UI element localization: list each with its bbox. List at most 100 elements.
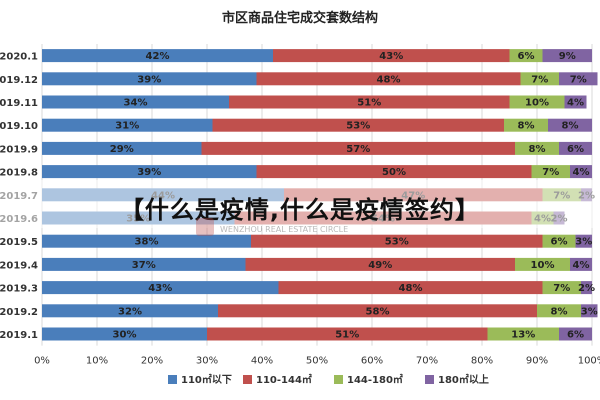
bar-segment: [509, 49, 543, 63]
x-tick-label: 40%: [251, 356, 273, 367]
bar-segment: [559, 72, 598, 86]
data-label: 7%: [570, 74, 587, 85]
legend-swatch: [425, 375, 434, 384]
x-tick-label: 60%: [361, 356, 383, 367]
category-label: 2020.1: [0, 52, 38, 63]
data-label: 38%: [135, 237, 159, 248]
data-label: 10%: [525, 98, 549, 109]
category-label: 2019.12: [0, 75, 38, 86]
data-label: 57%: [346, 144, 370, 155]
data-label: 37%: [132, 260, 156, 271]
bar-segment: [542, 49, 592, 63]
x-tick-label: 30%: [196, 356, 218, 367]
x-tick-labels: 0% 10% 20% 30% 40% 50% 60% 70% 80% 90% 100%: [34, 356, 600, 367]
bar-segment: [256, 165, 532, 179]
category-label: 2019.1: [0, 330, 38, 341]
data-label: 58%: [366, 306, 390, 317]
bar-segment: [520, 72, 559, 86]
data-label: 6%: [551, 237, 568, 248]
bar-segment: [559, 327, 592, 341]
data-label: 8%: [518, 121, 535, 132]
bar-segment: [251, 234, 543, 248]
data-label: 42%: [146, 51, 170, 62]
bar-segment: [570, 165, 592, 179]
legend-entry: 110㎡以下: [181, 373, 232, 386]
data-label: 39%: [137, 167, 161, 178]
legend-entry: 180㎡以上: [438, 373, 489, 386]
overlay-banner-text: 【什么是疫情,什么是疫情签约】: [119, 196, 481, 224]
bar-segment: [570, 257, 592, 271]
legend-entry: 110-144㎡: [256, 373, 312, 386]
bar-segment: [42, 327, 207, 341]
data-label: 8%: [551, 306, 568, 317]
data-label: 4%: [573, 260, 590, 271]
legend: 110㎡以下 110-144㎡ 144-180㎡ 180㎡以上: [168, 373, 489, 386]
data-label: 7%: [542, 167, 559, 178]
data-label: 31%: [115, 121, 139, 132]
data-label: 48%: [377, 74, 401, 85]
x-tick-label: 100%: [578, 356, 600, 367]
bar-segment: [42, 118, 213, 132]
category-label: 2019.3: [0, 284, 38, 295]
category-label: 2019.5: [0, 237, 38, 248]
bar-segment: [273, 49, 510, 63]
bar-segment: [42, 95, 229, 109]
bar-segment: [559, 141, 592, 155]
legend-swatch: [168, 375, 177, 384]
bar-segment: [42, 304, 218, 318]
data-label: 4%: [567, 98, 584, 109]
legend-swatch: [243, 375, 252, 384]
bar-segment: [542, 234, 576, 248]
bar-segment: [212, 118, 504, 132]
data-label: 53%: [346, 121, 370, 132]
bar-segment: [581, 304, 598, 318]
data-label: 53%: [385, 237, 409, 248]
data-label: 34%: [124, 98, 148, 109]
x-tick-label: 50%: [306, 356, 328, 367]
x-tick-label: 70%: [416, 356, 438, 367]
data-label: 32%: [118, 306, 142, 317]
data-label: 48%: [399, 283, 423, 294]
data-label: 4%: [573, 167, 590, 178]
data-label: 39%: [137, 74, 161, 85]
legend-swatch: [334, 375, 343, 384]
data-label: 13%: [511, 330, 535, 341]
data-label: 30%: [113, 330, 137, 341]
x-tick-label: 0%: [34, 356, 50, 367]
data-label: 51%: [335, 330, 359, 341]
data-label: 3%: [581, 306, 598, 317]
bar-segment: [42, 72, 257, 86]
category-label: 2019.8: [0, 168, 38, 179]
bar-segment: [542, 281, 581, 295]
bar-segment: [245, 257, 515, 271]
bar-segment: [207, 327, 488, 341]
legend-entry: 144-180㎡: [347, 373, 403, 386]
data-label: 8%: [529, 144, 546, 155]
data-label: 50%: [382, 167, 406, 178]
bar-segment: [218, 304, 537, 318]
x-tick-label: 10%: [86, 356, 108, 367]
bar-segment: [537, 304, 581, 318]
bar-segment: [548, 118, 592, 132]
data-label: 2%: [578, 283, 595, 294]
bar-segment: [504, 118, 548, 132]
data-label: 3%: [575, 237, 592, 248]
data-label: 9%: [559, 51, 576, 62]
bar-segment: [581, 281, 592, 295]
data-label: 49%: [368, 260, 392, 271]
data-label: 43%: [148, 283, 172, 294]
x-tick-label: 80%: [471, 356, 493, 367]
data-label: 7%: [553, 283, 570, 294]
bar-segment: [509, 95, 565, 109]
bar-segment: [515, 257, 570, 271]
bar-segment: [42, 234, 251, 248]
bar-segment: [487, 327, 559, 341]
chart-title: 市区商品住宅成交套数结构: [222, 10, 378, 26]
bar-segment: [531, 165, 570, 179]
bar-segment: [42, 257, 246, 271]
category-label: 2019.11: [0, 98, 38, 109]
bar-segment: [201, 141, 515, 155]
category-label: 2019.9: [0, 144, 38, 155]
data-label: 29%: [110, 144, 134, 155]
